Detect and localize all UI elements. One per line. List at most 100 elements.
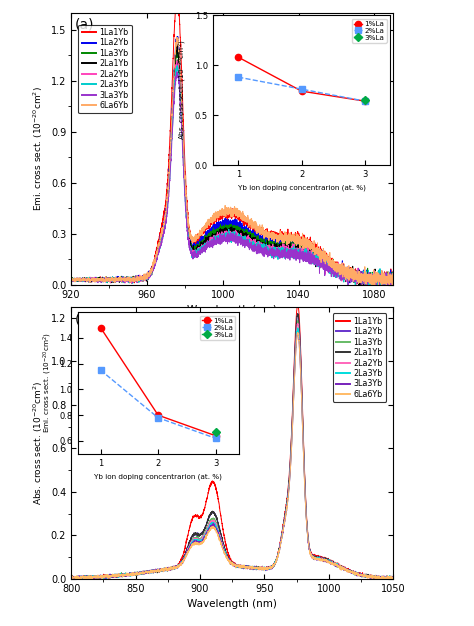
2La2Yb (384, 279, 390, 287)
1La3Yb (206, 232, 211, 239)
X-axis label: Wavelength (nm): Wavelength (nm) (187, 305, 277, 316)
1La1Yb (68, 275, 74, 283)
1La1Yb (124, 572, 130, 579)
6La6Yb (350, 267, 356, 275)
2La1Yb (384, 574, 390, 582)
6La6Yb (192, 539, 198, 546)
6La6Yb (391, 575, 396, 582)
3La3Yb (68, 276, 74, 284)
2La2Yb (68, 575, 74, 582)
6La6Yb (206, 216, 211, 223)
2La3Yb (206, 523, 211, 531)
1La1Yb (391, 575, 396, 582)
2La1Yb (68, 277, 74, 284)
6La6Yb (384, 573, 390, 580)
1La3Yb (124, 276, 130, 284)
Line: 2La3Yb: 2La3Yb (71, 328, 393, 579)
2La1Yb (356, 281, 362, 289)
6La6Yb (124, 571, 130, 578)
3La3Yb (345, 281, 351, 289)
Line: 6La6Yb: 6La6Yb (71, 332, 393, 579)
Line: 2La3Yb: 2La3Yb (71, 66, 393, 285)
2La3Yb (206, 240, 211, 247)
2La3Yb (391, 280, 396, 287)
6La6Yb (350, 568, 356, 576)
6La6Yb (192, 235, 198, 242)
Legend: 1La1Yb, 1La2Yb, 1La3Yb, 2La1Yb, 2La2Yb, 2La3Yb, 3La3Yb, 6La6Yb: 1La1Yb, 1La2Yb, 1La3Yb, 2La1Yb, 2La2Yb, … (78, 24, 132, 113)
1La3Yb (105, 277, 111, 285)
2La2Yb (192, 250, 198, 257)
Line: 6La6Yb: 6La6Yb (71, 37, 393, 285)
1La2Yb (206, 232, 211, 239)
2La2Yb (124, 572, 130, 579)
1La3Yb (68, 575, 74, 583)
Y-axis label: Abs. cross sect. ($10^{-20}$cm$^2$): Abs. cross sect. ($10^{-20}$cm$^2$) (32, 381, 46, 505)
1La2Yb (68, 574, 74, 582)
3La3Yb (105, 274, 111, 282)
1La3Yb (105, 572, 111, 580)
2La1Yb (384, 273, 390, 280)
1La1Yb (295, 300, 301, 308)
6La6Yb (384, 274, 390, 281)
1La2Yb (206, 515, 211, 523)
1La2Yb (105, 277, 111, 284)
1La1Yb (206, 488, 211, 496)
3La3Yb (391, 575, 396, 583)
1La2Yb (295, 310, 301, 317)
1La2Yb (124, 570, 130, 578)
1La2Yb (192, 242, 198, 249)
1La2Yb (105, 573, 111, 580)
1La2Yb (384, 575, 390, 582)
6La6Yb (105, 573, 111, 580)
Line: 2La1Yb: 2La1Yb (71, 46, 393, 285)
1La2Yb (174, 33, 180, 40)
6La6Yb (81, 575, 87, 583)
1La1Yb (350, 568, 356, 576)
1La2Yb (384, 280, 390, 287)
1La3Yb (350, 568, 356, 575)
2La2Yb (206, 239, 211, 246)
2La2Yb (105, 275, 111, 283)
1La1Yb (124, 275, 130, 282)
6La6Yb (68, 277, 74, 285)
1La3Yb (350, 270, 356, 277)
2La3Yb (174, 62, 180, 69)
2La2Yb (68, 277, 74, 284)
1La3Yb (175, 46, 181, 54)
3La3Yb (350, 272, 356, 280)
2La2Yb (384, 573, 390, 581)
2La3Yb (68, 275, 74, 283)
2La2Yb (350, 569, 356, 577)
2La3Yb (192, 536, 198, 543)
2La2Yb (72, 575, 77, 583)
3La3Yb (69, 575, 75, 583)
1La2Yb (350, 270, 356, 277)
1La1Yb (105, 573, 111, 580)
1La1Yb (105, 277, 111, 285)
2La2Yb (124, 276, 130, 284)
3La3Yb (350, 568, 356, 576)
2La3Yb (345, 281, 350, 289)
2La3Yb (391, 575, 396, 583)
2La3Yb (68, 574, 74, 582)
3La3Yb (206, 526, 211, 533)
2La1Yb (124, 275, 130, 282)
Text: (a): (a) (74, 18, 94, 32)
6La6Yb (295, 329, 301, 336)
Line: 3La3Yb: 3La3Yb (71, 72, 393, 285)
Line: 2La2Yb: 2La2Yb (71, 324, 393, 579)
1La2Yb (350, 569, 356, 577)
Text: (b): (b) (74, 312, 94, 326)
1La2Yb (68, 276, 74, 284)
1La1Yb (391, 279, 396, 286)
Line: 1La3Yb: 1La3Yb (71, 50, 393, 285)
3La3Yb (124, 277, 130, 284)
2La2Yb (295, 320, 301, 327)
1La2Yb (391, 274, 396, 281)
Line: 1La1Yb: 1La1Yb (71, 304, 393, 579)
Line: 2La2Yb: 2La2Yb (71, 61, 393, 285)
1La2Yb (382, 575, 387, 583)
2La3Yb (105, 275, 111, 283)
1La1Yb (192, 237, 198, 244)
1La1Yb (206, 223, 211, 231)
